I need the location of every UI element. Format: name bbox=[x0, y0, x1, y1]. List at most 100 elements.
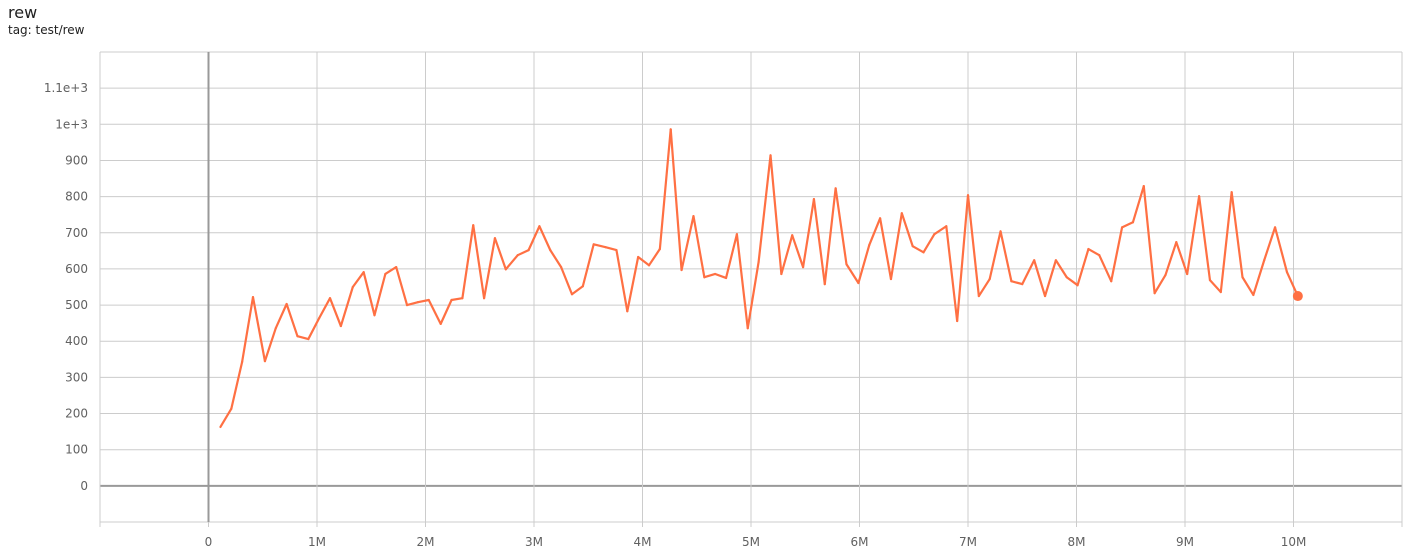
y-tick-label: 0 bbox=[80, 479, 88, 493]
x-tick-label: 2M bbox=[417, 535, 435, 549]
series-segment bbox=[416, 298, 430, 304]
series-segment bbox=[1241, 276, 1255, 297]
series-segment bbox=[472, 224, 486, 300]
y-tick-label: 1.1e+3 bbox=[44, 81, 88, 95]
series-segment bbox=[945, 225, 959, 323]
grid bbox=[99, 51, 1403, 527]
series-segment bbox=[834, 187, 848, 266]
series-segment bbox=[439, 298, 453, 325]
series-segment bbox=[1098, 254, 1113, 283]
series-segment bbox=[1021, 259, 1036, 286]
series-segment bbox=[482, 237, 497, 300]
series-segment bbox=[307, 316, 321, 341]
y-tick-label: 600 bbox=[65, 262, 88, 276]
series-segment bbox=[647, 247, 661, 267]
series-segment bbox=[692, 215, 706, 279]
series-segment bbox=[285, 302, 299, 338]
series-segment bbox=[1131, 185, 1145, 224]
y-tick-label: 200 bbox=[65, 407, 88, 421]
series-segment bbox=[988, 230, 1002, 281]
x-tick-label: 6M bbox=[851, 535, 869, 549]
series-segment bbox=[427, 298, 442, 325]
series-segment bbox=[373, 272, 387, 317]
series-segment bbox=[450, 297, 464, 302]
series-segment bbox=[1110, 226, 1124, 283]
series-segment bbox=[493, 237, 507, 271]
series-segment bbox=[857, 243, 871, 285]
series-segment bbox=[757, 154, 772, 264]
series-segment bbox=[274, 302, 288, 330]
series-segment bbox=[823, 187, 837, 286]
series-segment bbox=[1043, 259, 1057, 298]
y-tick-label: 300 bbox=[65, 370, 88, 384]
x-tick-label: 5M bbox=[742, 535, 760, 549]
y-tick-label: 900 bbox=[65, 153, 88, 167]
series-segment bbox=[868, 217, 882, 247]
series-segment bbox=[504, 254, 519, 271]
series-segment bbox=[769, 154, 783, 276]
series-segment bbox=[328, 297, 342, 328]
series-segment bbox=[615, 249, 629, 313]
y-tick-label: 800 bbox=[65, 190, 88, 204]
series-segment bbox=[1010, 280, 1024, 286]
series-segment bbox=[581, 243, 595, 288]
series-segment bbox=[999, 230, 1013, 283]
series-segment bbox=[724, 233, 738, 280]
last-point-marker bbox=[1292, 291, 1303, 302]
series-segment bbox=[362, 271, 376, 317]
series-segment bbox=[1033, 259, 1047, 298]
series-segment bbox=[384, 266, 398, 276]
series-segment bbox=[911, 245, 925, 254]
series-segment bbox=[680, 215, 695, 272]
series-segment bbox=[889, 212, 903, 281]
series-segment bbox=[219, 407, 233, 429]
series-segment bbox=[560, 266, 574, 296]
series-segment bbox=[549, 249, 563, 269]
series-segment bbox=[626, 255, 640, 313]
series-segment bbox=[604, 246, 618, 252]
series-segment bbox=[241, 296, 255, 363]
series-segment bbox=[746, 260, 760, 330]
x-tick-label: 9M bbox=[1176, 535, 1194, 549]
x-tick-label: 10M bbox=[1281, 535, 1307, 549]
series-segment bbox=[1198, 195, 1212, 282]
series-segment bbox=[791, 234, 805, 269]
series-segment bbox=[296, 335, 310, 341]
series-segment bbox=[1087, 247, 1101, 257]
series-segment bbox=[516, 249, 530, 257]
series-segment bbox=[922, 233, 936, 254]
x-tick-label: 1M bbox=[308, 535, 326, 549]
series-segment bbox=[570, 285, 584, 296]
x-tick-label: 0 bbox=[205, 535, 213, 549]
series-segment bbox=[735, 233, 749, 330]
series-segment bbox=[1175, 241, 1189, 276]
series-segment bbox=[669, 128, 683, 272]
series-segment bbox=[637, 255, 651, 267]
series-segment bbox=[1120, 221, 1135, 229]
series-segment bbox=[1054, 259, 1068, 279]
series-segment bbox=[1153, 273, 1167, 295]
series-segment bbox=[1076, 247, 1090, 287]
series-segment bbox=[900, 212, 914, 248]
series-segment bbox=[812, 198, 826, 286]
series-segment bbox=[1219, 191, 1233, 294]
series-segment bbox=[977, 277, 991, 298]
series-segment bbox=[1263, 226, 1277, 262]
chart-tag: tag: test/rew bbox=[8, 23, 85, 37]
chart-title: rew bbox=[8, 3, 38, 22]
series-segment bbox=[1252, 259, 1266, 297]
series-segment bbox=[1164, 241, 1178, 277]
series-segment bbox=[351, 271, 365, 289]
series-segment bbox=[1065, 276, 1079, 287]
series-segment bbox=[339, 285, 354, 328]
series-segment bbox=[395, 266, 409, 307]
y-tick-label: 700 bbox=[65, 226, 88, 240]
y-tick-label: 500 bbox=[65, 298, 88, 312]
tick-labels: 0 100 200 300 400 500 600 700 800 900 1e+3 1.1e+3 0 1… bbox=[44, 81, 1306, 549]
series-segment bbox=[230, 360, 244, 410]
x-tick-label: 7M bbox=[959, 535, 977, 549]
x-tick-label: 8M bbox=[1068, 535, 1086, 549]
series-segment bbox=[538, 225, 552, 252]
series-segment bbox=[658, 128, 672, 251]
